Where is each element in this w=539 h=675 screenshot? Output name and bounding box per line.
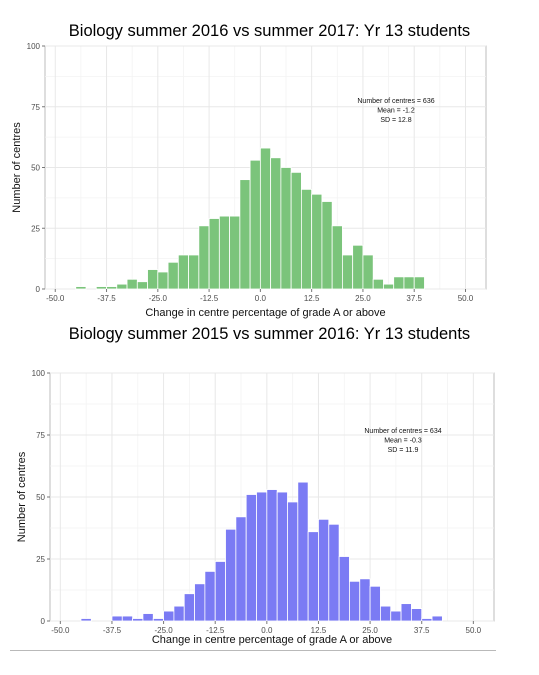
chart-2-histogram-bar xyxy=(163,610,175,622)
chart-1-title: Biology summer 2016 vs summer 2017: Yr 1… xyxy=(68,22,471,40)
chart-2-histogram-bar xyxy=(214,561,226,622)
chart-1-x-tick-label: 50.0 xyxy=(458,294,474,303)
bottom-divider xyxy=(10,650,496,651)
chart-2-histogram-bar xyxy=(318,518,330,622)
chart-1-histogram: 0 25 50 75 100 -50.0 -37.5 -25.0 -12.5 0.0 12.5 25.… xyxy=(11,42,487,319)
chart-2-histogram-bar xyxy=(266,489,278,622)
chart-2-x-tick-label: -25.0 xyxy=(154,626,173,635)
chart-2-histogram-bar xyxy=(328,523,340,622)
chart-2-histogram-bar xyxy=(400,603,412,622)
chart-2-histogram: 0 25 50 75 100 -50.0 -37.5 -25.0 -12.5 0.0 12.5 25.… xyxy=(16,369,495,646)
chart-1-x-axis-label: Change in centre percentage of grade A o… xyxy=(145,307,385,319)
chart-2-y-tick-label: 25 xyxy=(36,555,45,564)
chart-2-histogram-bar xyxy=(194,583,206,622)
chart-2-annotation-line: Mean = -0.3 xyxy=(384,438,422,445)
chart-1-x-tick-label: -37.5 xyxy=(97,294,116,303)
chart-1-y-tick-label: 75 xyxy=(31,103,40,112)
chart-2-histogram-bar xyxy=(287,501,299,622)
chart-2-histogram-bar xyxy=(369,585,381,622)
chart-2-histogram-bar xyxy=(256,491,268,622)
chart-2-histogram-bar xyxy=(421,618,433,622)
chart-2-histogram-bar xyxy=(121,615,134,622)
chart-1-histogram-bar xyxy=(413,276,425,290)
chart-2-histogram-bar xyxy=(183,593,195,622)
chart-2-histogram-bar xyxy=(235,516,247,622)
chart-1-y-tick-label: 25 xyxy=(31,224,40,233)
chart-1-annotation-line: Mean = -1.2 xyxy=(377,108,415,115)
chart-2-x-tick-label: -12.5 xyxy=(206,626,225,635)
chart-1-x-tick-label: 0.0 xyxy=(255,294,267,303)
chart-2-annotation-line: Number of centres = 634 xyxy=(364,428,441,435)
chart-2-y-tick-label: 100 xyxy=(32,369,46,378)
chart-1-x-tick-label: 37.5 xyxy=(406,294,422,303)
chart-2-histogram-bar xyxy=(173,605,185,622)
chart-1-x-tick-label: -50.0 xyxy=(46,294,65,303)
chart-2-histogram-bar xyxy=(225,528,237,622)
chart-2-histogram-bar xyxy=(307,531,319,622)
chart-2-x-tick-label: 50.0 xyxy=(466,626,482,635)
chart-2-y-tick-label: 75 xyxy=(36,431,45,440)
chart-2-x-axis-label: Change in centre percentage of grade A o… xyxy=(152,634,392,646)
chart-2-histogram-bar xyxy=(204,571,216,622)
chart-1-annotation-line: Number of centres = 636 xyxy=(357,98,434,105)
chart-2-y-tick-label: 0 xyxy=(41,617,46,626)
chart-2-x-tick-label: -37.5 xyxy=(103,626,122,635)
chart-2-annotation-line: SD = 11.9 xyxy=(388,447,419,454)
chart-2-histogram-bar xyxy=(80,618,92,622)
chart-1-x-tick-label: 25.0 xyxy=(355,294,371,303)
chart-2-histogram-bar xyxy=(380,605,392,622)
chart-1-x-tick-label: 12.5 xyxy=(304,294,320,303)
chart-1-y-tick-label: 100 xyxy=(27,42,41,51)
chart-2-histogram-bar xyxy=(431,615,443,622)
chart-2-histogram-bar xyxy=(132,618,144,622)
chart-2-histogram-bar xyxy=(359,578,371,622)
chart-2-x-tick-label: 0.0 xyxy=(261,626,273,635)
chart-2-title: Biology summer 2015 vs summer 2016: Yr 1… xyxy=(68,325,471,343)
chart-2-y-axis-label: Number of centres xyxy=(16,451,28,542)
chart-2-histogram-bar xyxy=(276,491,288,622)
chart-2-histogram-bar xyxy=(142,613,154,622)
chart-2-x-tick-label: -50.0 xyxy=(51,626,70,635)
chart-1-y-tick-label: 50 xyxy=(31,164,40,173)
chart-2-histogram-bar xyxy=(410,608,423,622)
chart-1-histogram-bar xyxy=(362,254,374,290)
chart-1-histogram-bar xyxy=(75,286,87,290)
chart-1-annotation-line: SD = 12.8 xyxy=(380,117,411,124)
chart-2-histogram-bar xyxy=(297,481,309,622)
chart-2-histogram-bar xyxy=(152,618,164,622)
chart-1-y-tick-label: 0 xyxy=(36,285,41,294)
chart-1-y-axis-label: Number of centres xyxy=(11,122,23,213)
chart-2-x-tick-label: 12.5 xyxy=(311,626,327,635)
chart-2-histogram-bar xyxy=(245,494,257,622)
chart-2-histogram-bar xyxy=(349,580,361,622)
chart-2-histogram-bar xyxy=(338,556,350,622)
chart-1-x-tick-label: -25.0 xyxy=(149,294,168,303)
chart-2-x-tick-label: 25.0 xyxy=(362,626,378,635)
chart-2-y-tick-label: 50 xyxy=(36,493,45,502)
chart-2-x-tick-label: 37.5 xyxy=(414,626,430,635)
chart-2-histogram-bar xyxy=(111,615,123,622)
chart-2-histogram-bar xyxy=(390,610,402,622)
chart-1-x-tick-label: -12.5 xyxy=(200,294,219,303)
